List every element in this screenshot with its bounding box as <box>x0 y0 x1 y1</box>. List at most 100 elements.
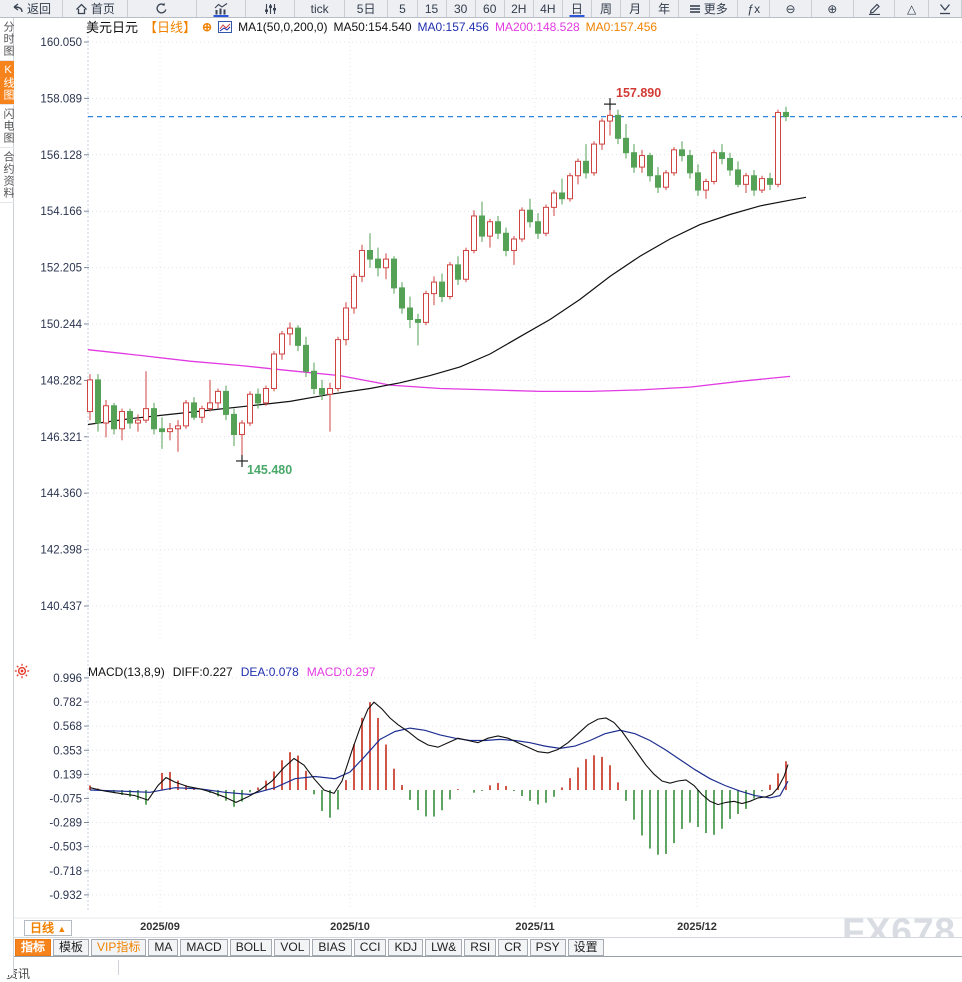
day-button[interactable]: 日 <box>563 0 592 17</box>
candlestick <box>639 155 645 168</box>
candlestick <box>207 402 213 410</box>
more-button[interactable]: 更多 <box>679 0 739 17</box>
mini-chart-icon[interactable] <box>218 20 233 33</box>
2h-button[interactable]: 2H <box>505 0 534 17</box>
tab-MACD[interactable]: MACD <box>180 938 228 956</box>
macd-histogram-bar <box>529 790 531 801</box>
candlestick <box>471 215 477 251</box>
indicator-tabs-bar: 指标 模板 VIP指标 MA MACD BOLL VOL BIAS CCI KDJ LW& RSI CR… <box>14 937 962 957</box>
refresh-icon <box>155 2 168 15</box>
candlestick <box>135 419 141 424</box>
week-button[interactable]: 周 <box>592 0 622 17</box>
5d-button[interactable]: 5日 <box>345 0 389 17</box>
svg-text:-0.503: -0.503 <box>49 842 82 854</box>
macd-macd-value: MACD:0.297 <box>306 665 376 679</box>
candlestick <box>95 379 101 424</box>
macd-histogram-bar <box>665 790 667 854</box>
macd-histogram-bar <box>121 790 123 795</box>
candlestick <box>463 249 469 280</box>
tab-指标[interactable]: 指标 <box>15 938 52 956</box>
live-indicator-icon[interactable] <box>14 663 30 679</box>
add-indicator-icon[interactable]: ⊕ <box>202 19 213 34</box>
4h-button[interactable]: 4H <box>534 0 563 17</box>
candlestick <box>367 249 373 260</box>
2h-label: 2H <box>511 1 527 16</box>
candles-group[interactable] <box>87 104 789 461</box>
60m-button[interactable]: 60 <box>476 0 505 17</box>
macd-histogram-bar <box>569 778 571 790</box>
candlestick <box>743 175 749 185</box>
candlestick <box>591 143 597 174</box>
macd-histogram-bar <box>473 790 475 793</box>
macd-histogram-bar <box>497 782 499 790</box>
macd-histogram-bar <box>585 759 587 790</box>
sidebar-item-3[interactable]: 合约资料 <box>0 148 14 203</box>
5m-button[interactable]: 5 <box>388 0 418 17</box>
tab-MA[interactable]: MA <box>148 938 179 956</box>
bottom-divider <box>118 960 119 975</box>
year-button[interactable]: 年 <box>650 0 680 17</box>
candlestick <box>703 180 709 191</box>
30m-button[interactable]: 30 <box>447 0 476 17</box>
candlestick <box>607 114 613 122</box>
candlestick <box>311 370 317 390</box>
tab-设置[interactable]: 设置 <box>567 938 604 956</box>
fx-button[interactable]: ƒx <box>738 0 771 17</box>
zoom-in-button[interactable]: ⊕ <box>812 0 854 17</box>
home-button[interactable]: 首页 <box>63 0 128 17</box>
more-label: 更多 <box>703 1 728 16</box>
indicator-settings-button[interactable] <box>246 0 296 17</box>
refresh-button[interactable] <box>128 0 197 17</box>
period-selector-label: 日线 <box>30 921 55 935</box>
tab-VIP指标[interactable]: VIP指标 <box>91 938 147 956</box>
tab-LW&[interactable]: LW& <box>425 938 463 956</box>
svg-text:-0.075: -0.075 <box>49 793 82 805</box>
back-button[interactable]: 返回 <box>0 0 63 17</box>
week-label: 周 <box>600 1 613 16</box>
tick-button[interactable]: tick <box>295 0 345 17</box>
tab-CR[interactable]: CR <box>498 938 528 956</box>
tab-RSI[interactable]: RSI <box>464 938 497 956</box>
period-selector-button[interactable]: 日线 ▲ <box>24 920 73 936</box>
tab-BOLL[interactable]: BOLL <box>229 938 273 956</box>
tab-KDJ[interactable]: KDJ <box>388 938 424 956</box>
sidebar-item-2[interactable]: 闪电图 <box>0 105 14 148</box>
macd-histogram-bar <box>417 790 419 811</box>
candlestick <box>479 215 485 237</box>
candlestick <box>247 393 253 424</box>
macd-histogram-bar <box>753 790 755 799</box>
tab-BIAS[interactable]: BIAS <box>312 938 352 956</box>
candlestick <box>727 157 733 171</box>
scroll-up-button[interactable]: △ <box>895 0 930 17</box>
chart-type-button[interactable] <box>197 0 247 17</box>
svg-text:-0.289: -0.289 <box>49 818 82 830</box>
candlestick <box>199 408 205 418</box>
macd-histogram-bar <box>641 790 643 836</box>
zoom-out-button[interactable]: ⊖ <box>770 0 812 17</box>
month-button[interactable]: 月 <box>621 0 651 17</box>
macd-histogram-bar <box>241 790 243 802</box>
low-price-label: 145.480 <box>247 463 292 477</box>
draw-button[interactable] <box>854 0 896 17</box>
candlestick <box>319 388 325 395</box>
tab-模板[interactable]: 模板 <box>53 938 90 956</box>
tab-VOL[interactable]: VOL <box>274 938 311 956</box>
high-price-label: 157.890 <box>616 86 661 100</box>
macd-histogram-bar <box>129 790 131 797</box>
scroll-down-button[interactable] <box>929 0 962 17</box>
macd-histogram-bar <box>649 790 651 849</box>
macd-histogram-bar <box>377 717 379 790</box>
tab-CCI[interactable]: CCI <box>353 938 387 956</box>
15m-button[interactable]: 15 <box>418 0 447 17</box>
chevron-down-icon <box>938 2 952 15</box>
candlestick <box>287 327 293 335</box>
candlestick <box>255 393 261 404</box>
tab-PSY[interactable]: PSY <box>529 938 566 956</box>
sidebar-item-0[interactable]: 分时图 <box>0 18 14 61</box>
macd-histogram-bar <box>593 755 595 790</box>
candlestick <box>455 264 461 280</box>
sidebar-item-1[interactable]: K线图 <box>0 61 14 105</box>
candlestick <box>663 172 669 188</box>
candlestick <box>511 238 517 251</box>
